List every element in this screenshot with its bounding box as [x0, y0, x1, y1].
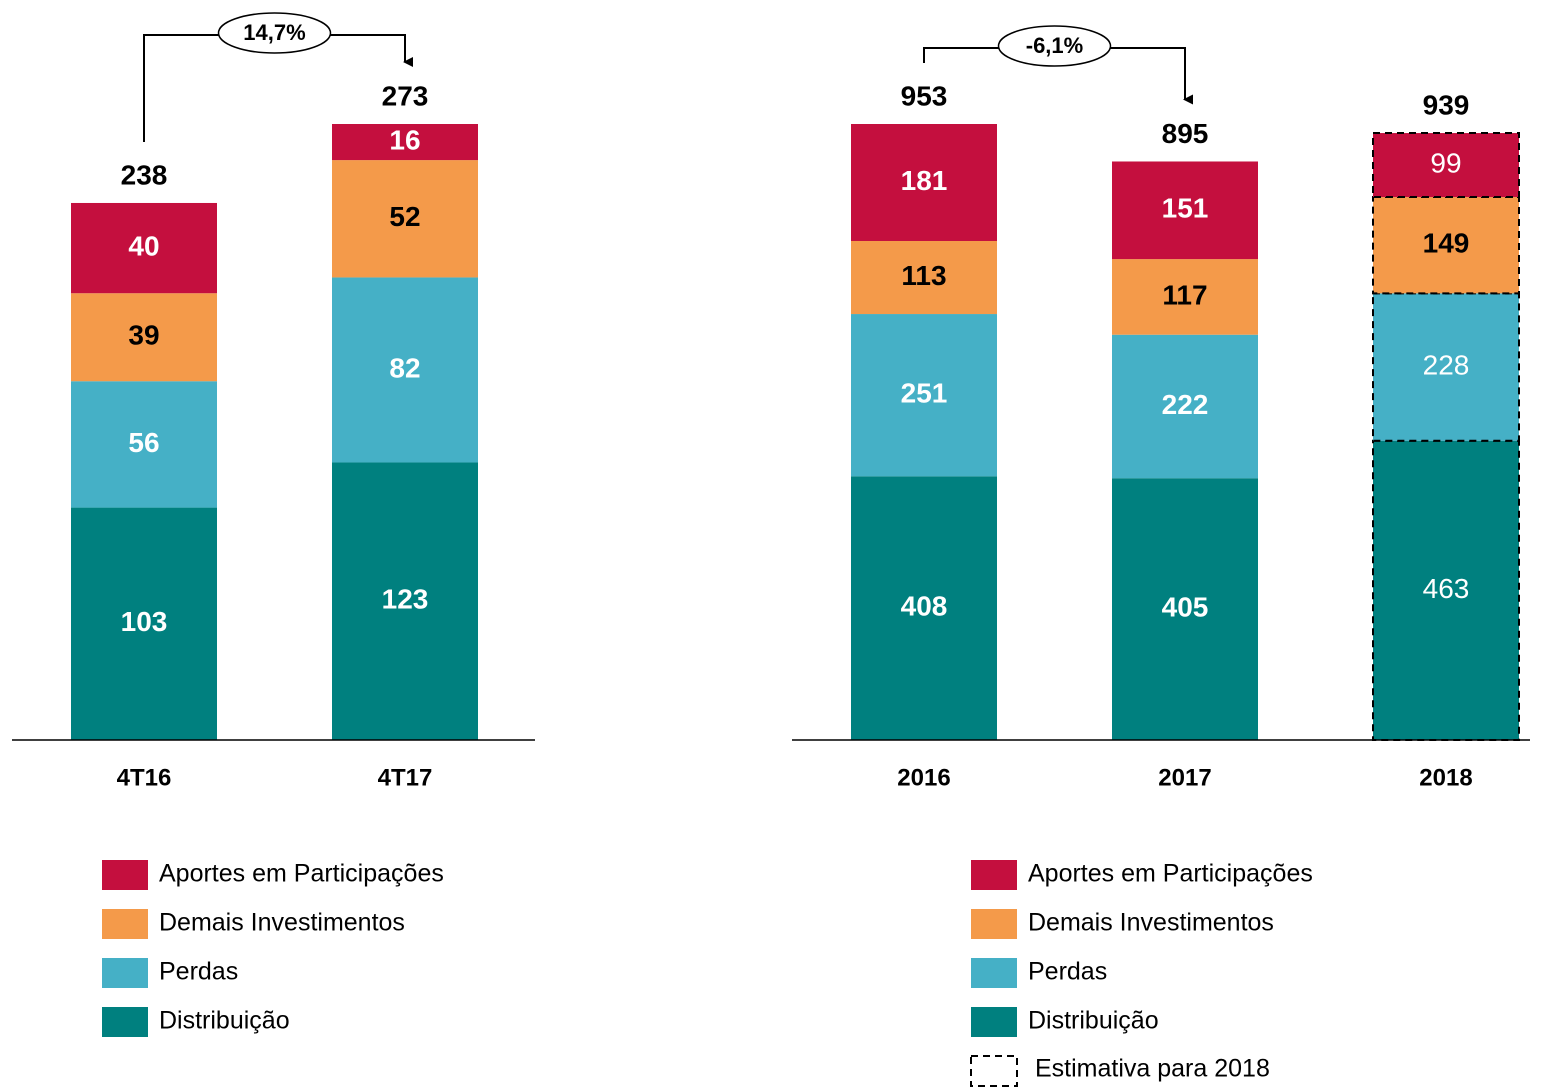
segment-label: 251 — [901, 378, 948, 409]
growth-label: -6,1% — [1026, 33, 1083, 58]
legend-swatch — [971, 860, 1017, 890]
growth-bubble — [217, 12, 332, 54]
x-tick-label: 2016 — [897, 764, 950, 791]
bar-segment — [71, 202, 217, 294]
legend-label: Distribuição — [1028, 1007, 1159, 1035]
segment-label: 113 — [901, 260, 946, 291]
bar-segment — [1372, 196, 1520, 295]
legend-label: Perdas — [1028, 958, 1107, 986]
bar-segment — [1372, 132, 1520, 199]
segment-label: 405 — [1162, 591, 1209, 622]
legend-swatch — [102, 958, 148, 988]
bar-segment — [851, 314, 997, 477]
segment-label: 82 — [389, 352, 420, 383]
bar-segment — [851, 124, 997, 241]
bar-segment — [332, 124, 478, 161]
x-tick-label: 4T16 — [117, 764, 172, 791]
segment-label: 151 — [1162, 193, 1209, 224]
legend-swatch — [971, 1007, 1017, 1037]
total-label: 939 — [1423, 89, 1470, 120]
bar-segment — [71, 293, 217, 382]
legend-label: Aportes em Participações — [159, 860, 444, 888]
legend-swatch — [971, 909, 1017, 939]
legend-swatch — [102, 909, 148, 939]
segment-label: 40 — [128, 230, 159, 261]
legend-label: Demais Investimentos — [159, 909, 405, 937]
legend-swatch — [971, 958, 1017, 988]
segment-label: 408 — [901, 591, 948, 622]
legend-swatch — [102, 1007, 148, 1037]
segment-label: 222 — [1162, 389, 1209, 420]
segment-label: 99 — [1430, 147, 1461, 178]
segment-label: 16 — [389, 124, 420, 155]
segment-label: 228 — [1423, 349, 1470, 380]
legend-label: Estimativa para 2018 — [1035, 1055, 1270, 1083]
segment-label: 56 — [128, 427, 159, 458]
segment-label: 181 — [901, 165, 948, 196]
legend-label: Perdas — [159, 958, 238, 986]
bar-segment — [1112, 478, 1258, 740]
segment-label: 117 — [1162, 279, 1207, 310]
total-label: 895 — [1162, 118, 1209, 149]
bar-segment — [1112, 259, 1258, 335]
legend-swatch — [102, 860, 148, 890]
bar-segment — [71, 507, 217, 740]
bar-segment — [332, 462, 478, 740]
legend-label: Aportes em Participações — [1028, 860, 1313, 888]
segment-label: 39 — [128, 320, 159, 351]
total-label: 273 — [382, 80, 429, 111]
total-label: 953 — [901, 80, 948, 111]
legend-label: Demais Investimentos — [1028, 909, 1274, 937]
bar-segment — [332, 277, 478, 463]
bar-segment — [851, 240, 997, 315]
segment-label: 103 — [121, 606, 168, 637]
bar-segment — [1112, 161, 1258, 260]
segment-label: 123 — [382, 584, 429, 615]
x-tick-label: 4T17 — [378, 764, 433, 791]
bar-segment — [71, 381, 217, 508]
bar-segment — [332, 160, 478, 278]
growth-label: 14,7% — [243, 20, 305, 45]
x-tick-label: 2018 — [1419, 764, 1472, 791]
segment-label: 463 — [1423, 573, 1470, 604]
legend-label: Distribuição — [159, 1007, 290, 1035]
bar-segment — [1112, 334, 1258, 479]
bar-segment — [851, 476, 997, 740]
total-label: 238 — [121, 159, 168, 190]
x-tick-label: 2017 — [1158, 764, 1211, 791]
segment-label: 52 — [389, 201, 420, 232]
growth-bubble — [997, 25, 1112, 67]
segment-label: 149 — [1423, 228, 1470, 259]
legend-swatch-estimate — [970, 1055, 1018, 1087]
